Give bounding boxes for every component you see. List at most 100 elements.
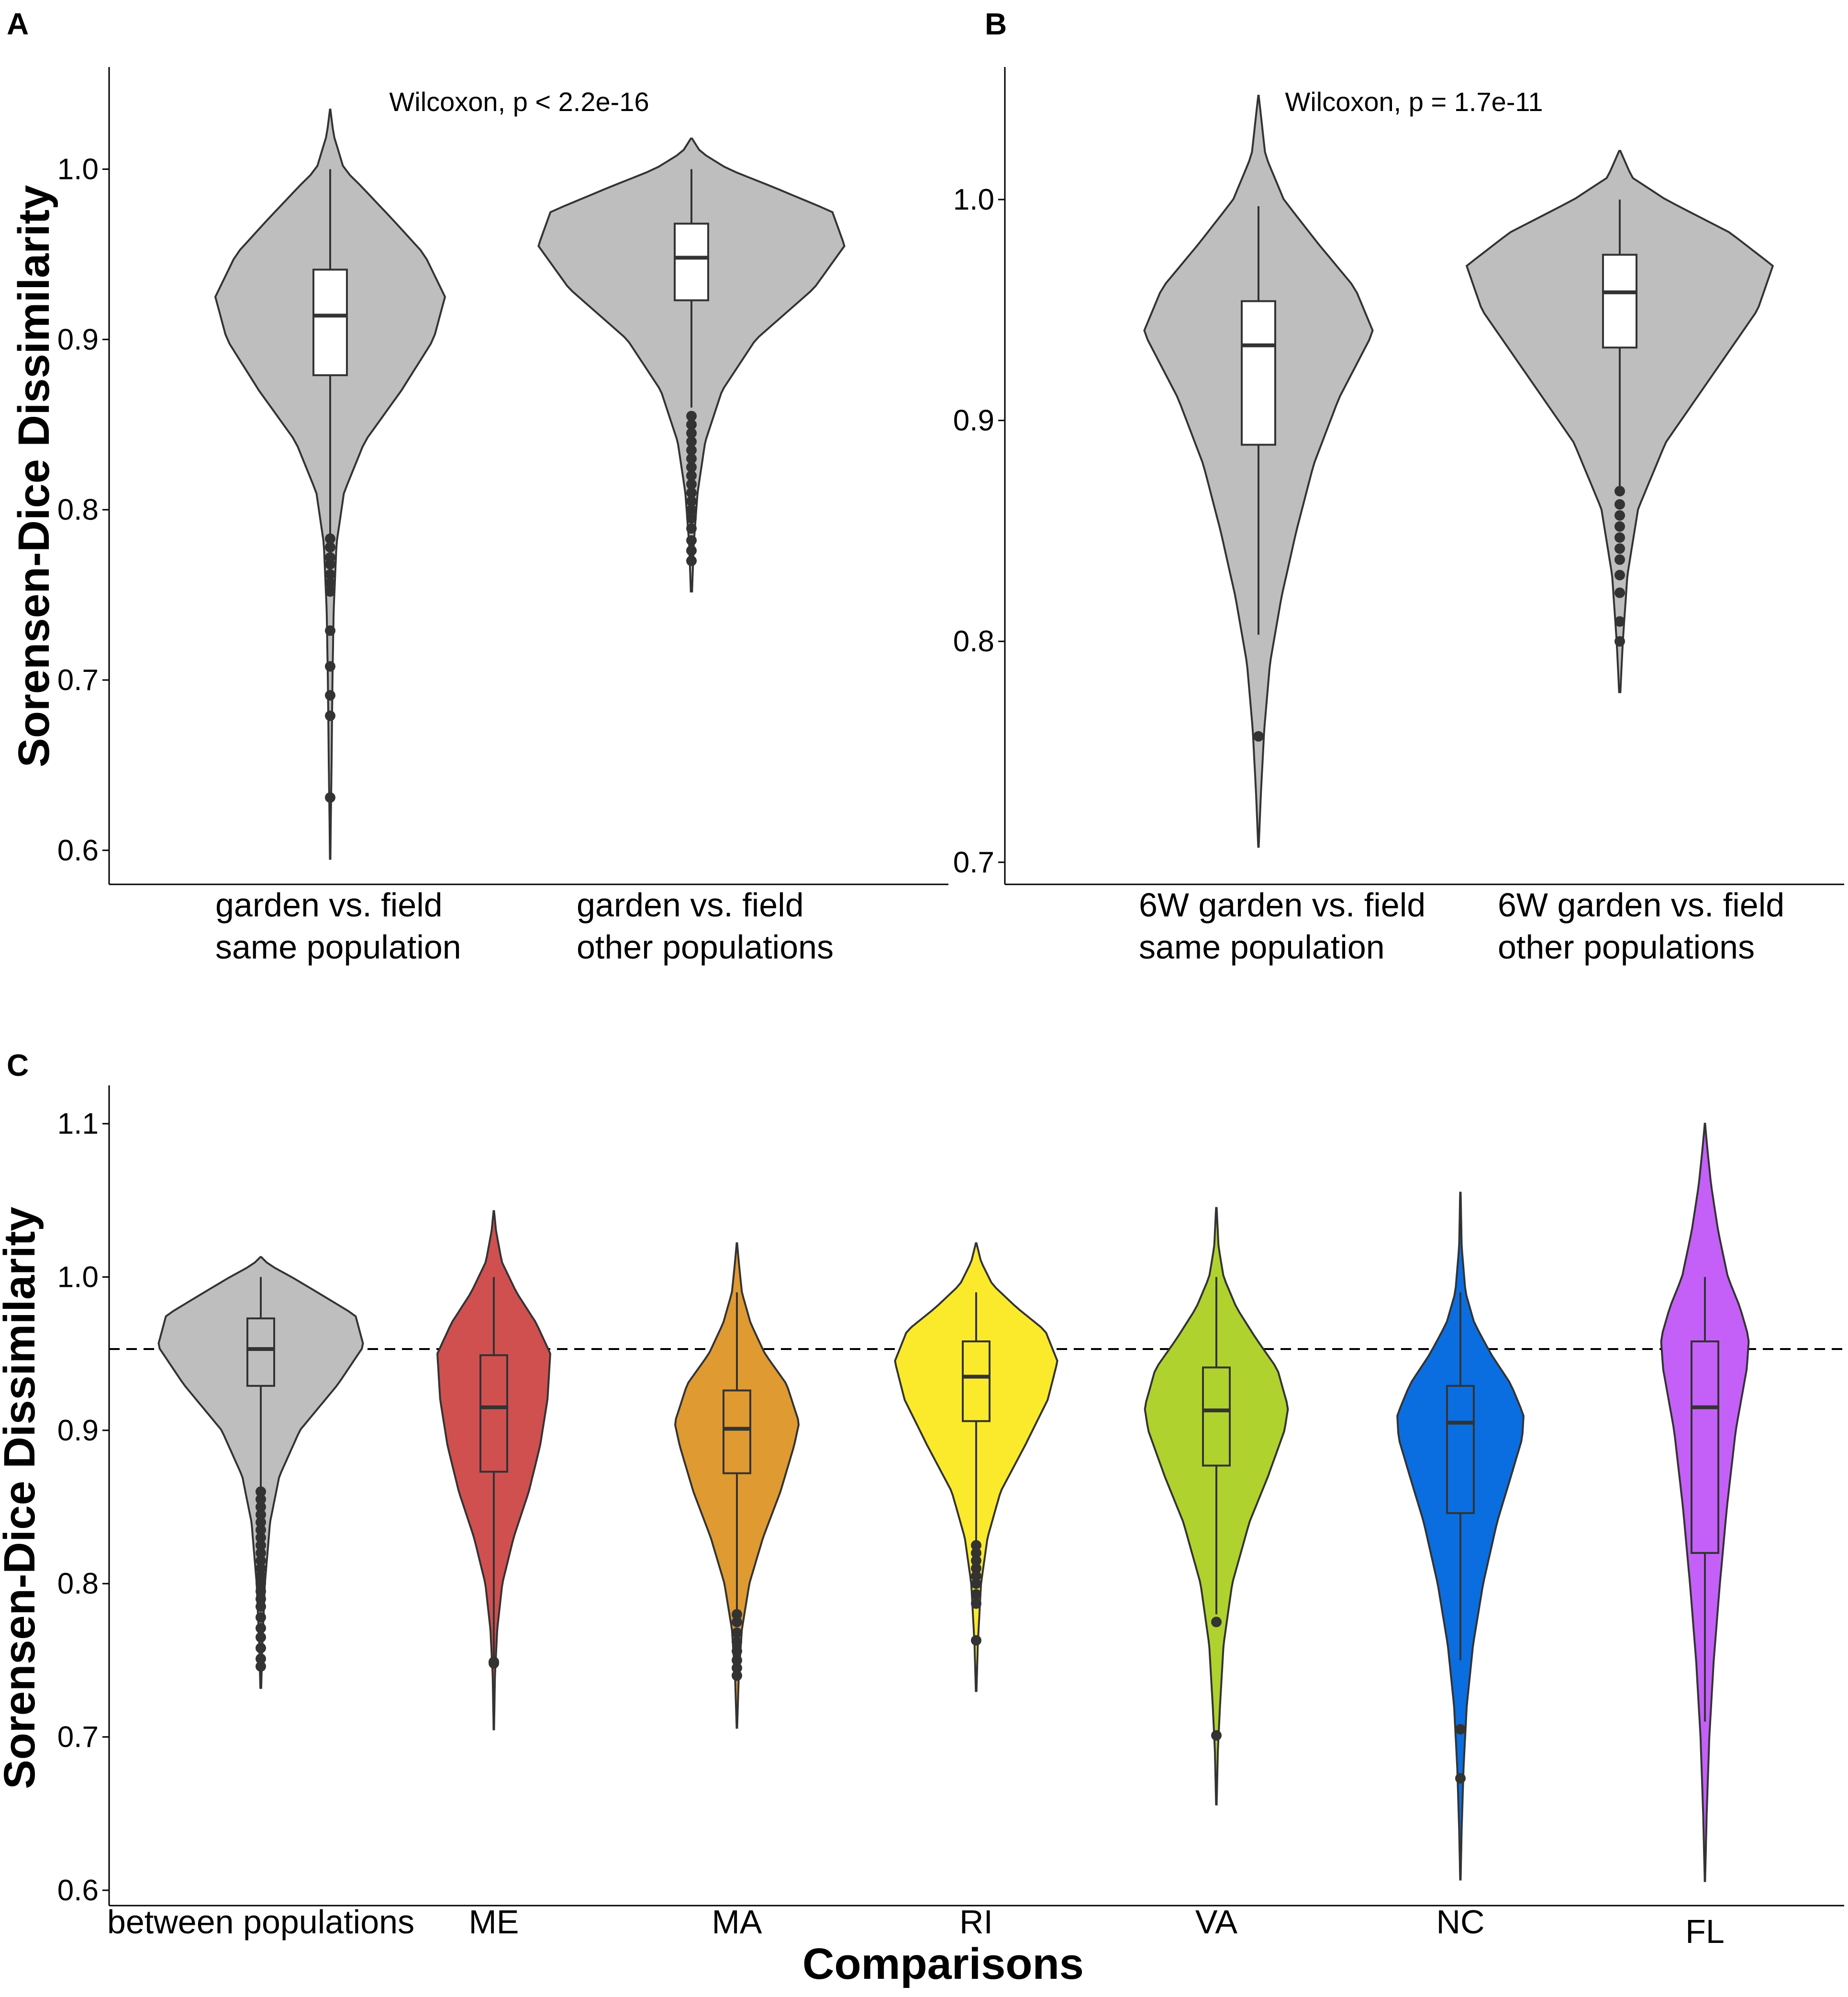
outlier-point: [325, 792, 335, 803]
x-category-label: VA: [1195, 1903, 1237, 1941]
panel-a-chart: 0.6 0.7 0.8 0.9 1.0 garden vs. field same popu…: [10, 67, 948, 966]
outlier-point: [1455, 1773, 1466, 1784]
outlier-point: [1614, 521, 1625, 532]
panel-letter-a: A: [7, 7, 29, 41]
box-iqr: [1602, 254, 1637, 349]
outlier-point: [256, 1525, 266, 1536]
outlier-point: [971, 1598, 981, 1609]
outlier-point: [256, 1594, 266, 1605]
outlier-point: [256, 1502, 266, 1513]
y-tick-label: 0.8: [57, 493, 99, 526]
violin-group: [1660, 1123, 1750, 1882]
x-category-label: other populations: [1498, 928, 1755, 966]
outlier-point: [971, 1540, 981, 1551]
outlier-point: [325, 625, 335, 636]
outlier-point: [325, 586, 335, 597]
outlier-point: [256, 1661, 266, 1672]
panel-b-chart: 0.7 0.8 0.9 1.0 6W garden vs. field same popu…: [953, 67, 1844, 966]
outlier-point: [686, 462, 697, 473]
outlier-point: [256, 1653, 266, 1664]
outlier-point: [686, 479, 697, 490]
outlier-point: [325, 710, 335, 721]
y-axis-title: Sorensen-Dice Dissimilarity: [0, 1207, 44, 1789]
outlier-point: [686, 535, 697, 546]
outlier-point: [325, 533, 335, 544]
x-category-label: MA: [712, 1903, 762, 1941]
outlier-point: [1614, 636, 1625, 647]
outlier-point: [971, 1548, 981, 1559]
violin-group: [157, 1256, 364, 1689]
outlier-point: [256, 1509, 266, 1520]
outlier-point: [256, 1612, 266, 1623]
y-tick-label: 0.6: [57, 1874, 99, 1907]
outlier-point: [325, 542, 335, 553]
wilcoxon-annotation: Wilcoxon, p < 2.2e-16: [389, 87, 649, 117]
outlier-point: [256, 1563, 266, 1574]
y-tick-label: 1.0: [57, 1261, 99, 1294]
outlier-point: [256, 1494, 266, 1505]
outlier-point: [1614, 510, 1625, 521]
outlier-point: [256, 1517, 266, 1528]
outlier-point: [256, 1642, 266, 1653]
outlier-point: [325, 578, 335, 589]
violin-group: [1144, 1207, 1289, 1806]
violin-group: [894, 1242, 1058, 1692]
y-tick-label: 0.9: [953, 404, 994, 437]
outlier-point: [686, 513, 697, 524]
outlier-point: [732, 1646, 742, 1657]
x-category-label: FL: [1685, 1913, 1725, 1950]
outlier-point: [1614, 569, 1625, 580]
box-iqr: [312, 268, 348, 377]
box-iqr: [962, 1340, 991, 1422]
outlier-point: [686, 453, 697, 464]
box-iqr: [1241, 300, 1276, 446]
y-tick-label: 0.7: [953, 846, 994, 879]
outlier-point: [256, 1601, 266, 1612]
x-category-label: NC: [1436, 1903, 1484, 1941]
y-axis-title: Sorensen-Dice Dissimilarity: [10, 185, 58, 768]
outlier-point: [256, 1540, 266, 1551]
outlier-point: [489, 1658, 499, 1669]
x-category-label: ME: [469, 1903, 519, 1941]
outlier-point: [1455, 1724, 1466, 1735]
outlier-point: [256, 1548, 266, 1559]
outlier-point: [1614, 486, 1625, 497]
outlier-point: [686, 428, 697, 439]
outlier-point: [256, 1571, 266, 1582]
violin-group: [1396, 1192, 1525, 1881]
y-tick-label: 1.0: [57, 153, 99, 186]
y-tick-label: 0.7: [57, 1721, 99, 1754]
violin-group: [1143, 95, 1374, 848]
outlier-point: [1211, 1617, 1222, 1628]
outlier-point: [732, 1627, 742, 1638]
x-category-label: other populations: [577, 928, 834, 966]
outlier-point: [686, 470, 697, 481]
violin-body: [1660, 1123, 1750, 1882]
outlier-point: [971, 1635, 981, 1646]
outlier-point: [1614, 532, 1625, 543]
violin-group: [214, 109, 446, 860]
x-category-label: same population: [215, 928, 461, 966]
box-iqr: [479, 1354, 508, 1473]
outlier-point: [1614, 616, 1625, 627]
x-category-label: RI: [959, 1903, 993, 1941]
outlier-point: [732, 1636, 742, 1647]
box-iqr: [723, 1389, 751, 1474]
box-iqr: [1202, 1366, 1231, 1467]
x-category-label: same population: [1139, 928, 1385, 966]
outlier-point: [1211, 1730, 1222, 1741]
outlier-point: [256, 1586, 266, 1597]
x-category-label: garden vs. field: [577, 886, 804, 924]
outlier-point: [732, 1662, 742, 1673]
outlier-point: [732, 1617, 742, 1628]
violin-group: [1465, 150, 1774, 693]
outlier-point: [1614, 587, 1625, 598]
outlier-point: [686, 545, 697, 556]
outlier-point: [732, 1655, 742, 1666]
outlier-point: [686, 445, 697, 456]
outlier-point: [686, 419, 697, 430]
violin-group: [436, 1210, 551, 1730]
outlier-point: [732, 1670, 742, 1681]
y-tick-label: 0.8: [57, 1567, 99, 1600]
outlier-point: [325, 559, 335, 570]
